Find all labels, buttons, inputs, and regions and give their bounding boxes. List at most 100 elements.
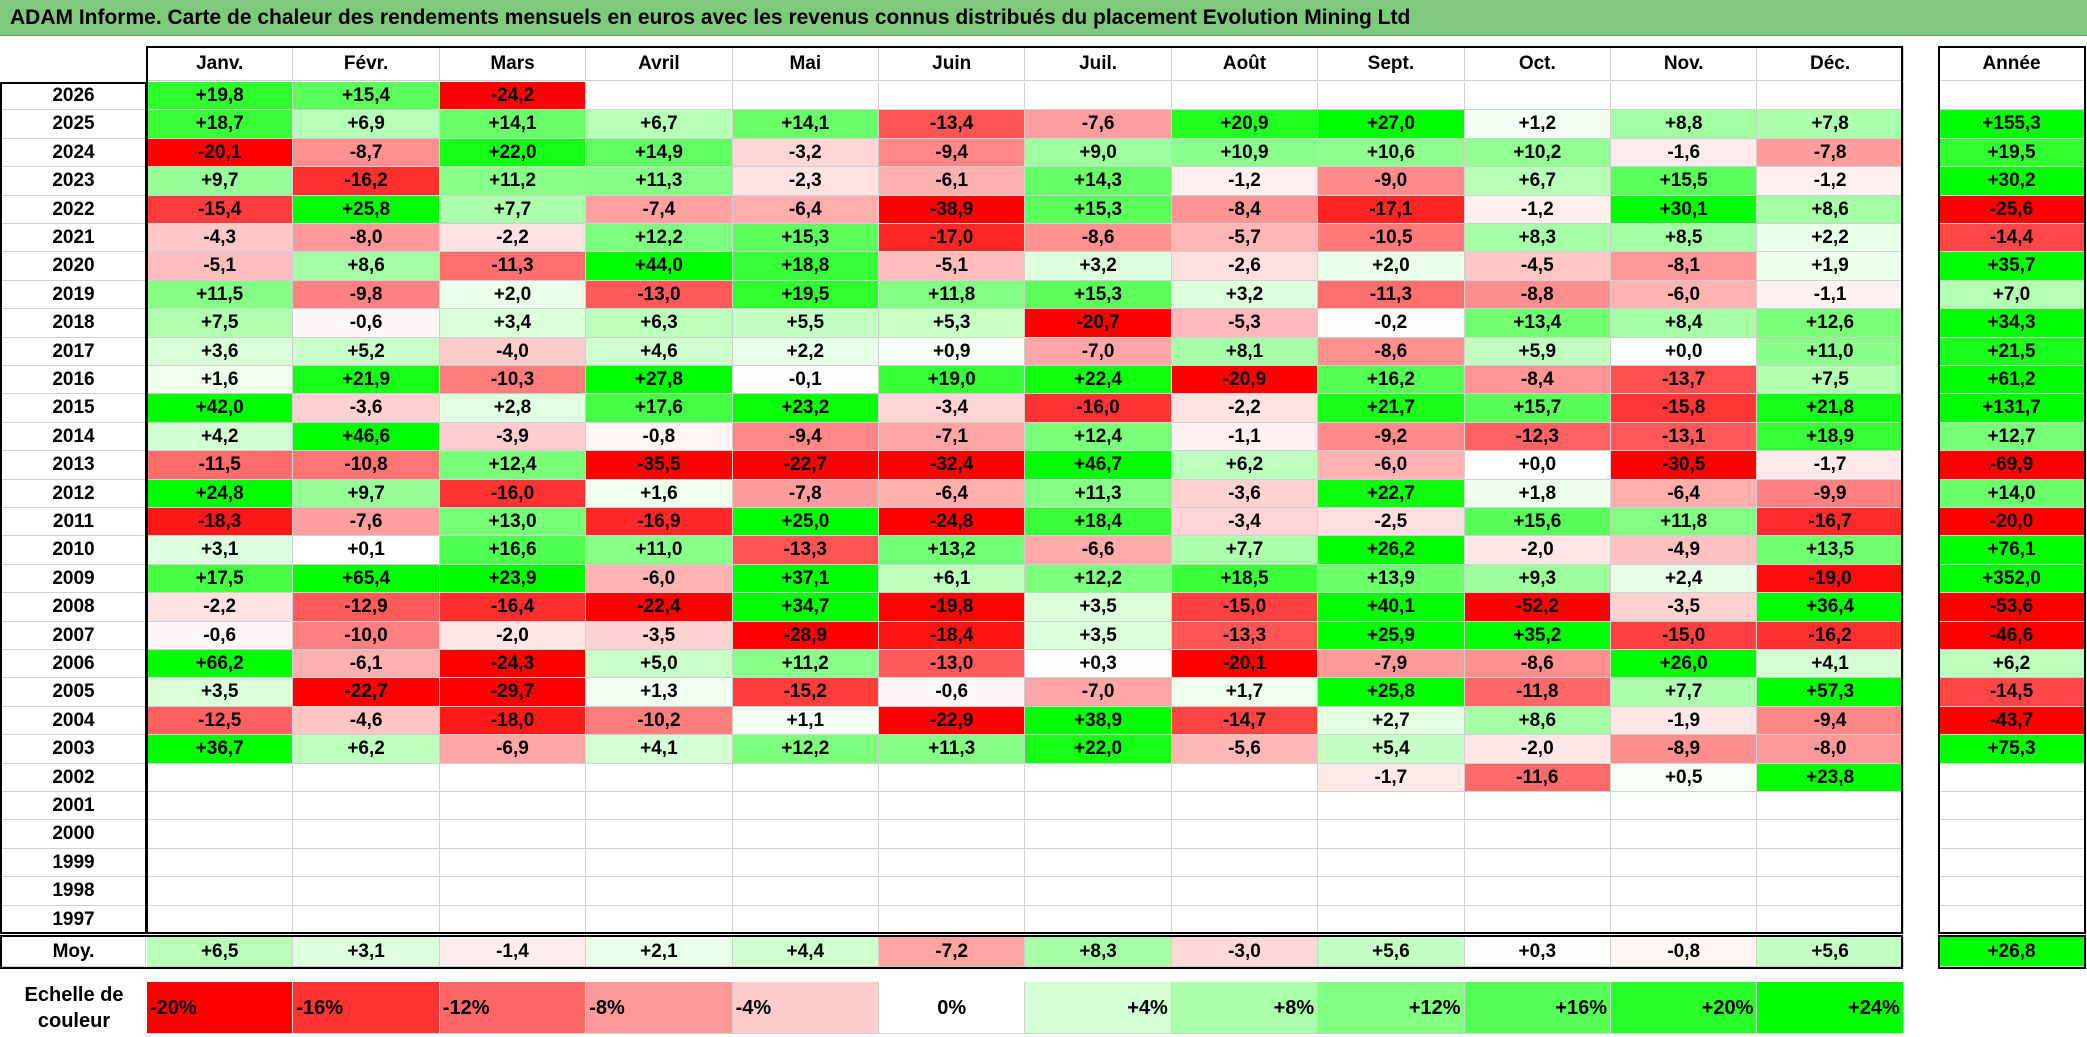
heatmap-cell bbox=[586, 820, 733, 849]
heatmap-cell: +24,8 bbox=[147, 479, 294, 508]
heatmap-cell: +7,7 bbox=[1611, 678, 1758, 707]
heatmap-cell bbox=[732, 877, 879, 906]
heatmap-cell: -1,2 bbox=[1464, 195, 1611, 224]
heatmap-cell bbox=[732, 792, 879, 821]
heatmap-cell bbox=[1025, 792, 1172, 821]
heatmap-cell: +5,5 bbox=[732, 309, 879, 338]
annual-cell: +76,1 bbox=[1939, 536, 2085, 565]
heatmap-cell: +6,1 bbox=[879, 564, 1026, 594]
heatmap-cell: +13,5 bbox=[1757, 536, 1904, 565]
heatmap-cell bbox=[439, 877, 587, 906]
heatmap-cell: -13,7 bbox=[1611, 366, 1758, 395]
heatmap-cell: -4,3 bbox=[147, 224, 294, 253]
heatmap-cell: -8,6 bbox=[1464, 650, 1611, 679]
heatmap-cell: -20,1 bbox=[147, 138, 294, 168]
heatmap-cell: -11,3 bbox=[1318, 280, 1465, 310]
year-label: 1997 bbox=[2, 905, 146, 934]
heatmap-cell bbox=[586, 763, 733, 792]
heatmap-cell: +15,3 bbox=[732, 224, 879, 253]
heatmap-cell: -9,0 bbox=[1318, 167, 1465, 196]
heatmap-cell: -20,7 bbox=[1025, 309, 1172, 338]
heatmap-cell: +3,6 bbox=[147, 337, 294, 366]
heatmap-cell: -35,5 bbox=[586, 451, 733, 480]
heatmap-cell: +8,8 bbox=[1611, 110, 1758, 139]
heatmap-cell: +13,4 bbox=[1464, 309, 1611, 338]
heatmap-cell: +11,2 bbox=[439, 167, 587, 196]
heatmap-cell bbox=[293, 848, 440, 878]
heatmap-cell bbox=[879, 82, 1026, 111]
month-header: Sept. bbox=[1318, 47, 1465, 81]
heatmap-cell bbox=[1025, 820, 1172, 849]
heatmap-cell: +15,3 bbox=[1025, 280, 1172, 310]
heatmap-cell bbox=[1025, 763, 1172, 792]
annual-cell: -20,0 bbox=[1939, 508, 2085, 537]
heatmap-cell bbox=[439, 848, 587, 878]
heatmap-cell: +5,2 bbox=[293, 337, 440, 366]
heatmap-cell: +2,8 bbox=[439, 394, 587, 423]
heatmap-cell: +27,8 bbox=[586, 366, 733, 395]
heatmap-cell: +8,6 bbox=[1757, 195, 1904, 224]
heatmap-cell: +23,2 bbox=[732, 394, 879, 423]
heatmap-cell: -2,3 bbox=[732, 167, 879, 196]
year-label: 2004 bbox=[2, 706, 146, 736]
heatmap-cell: +26,0 bbox=[1611, 650, 1758, 679]
heatmap-cell: +2,4 bbox=[1611, 564, 1758, 594]
heatmap-cell: +34,7 bbox=[732, 593, 879, 622]
heatmap-cell: -13,4 bbox=[879, 110, 1026, 139]
heatmap-cell: -28,9 bbox=[732, 621, 879, 650]
annual-cell: -69,9 bbox=[1939, 451, 2085, 480]
heatmap-cell: +6,9 bbox=[293, 110, 440, 139]
annual-cell: -46,6 bbox=[1939, 621, 2085, 650]
heatmap-cell: -22,4 bbox=[586, 593, 733, 622]
heatmap-cell: +11,0 bbox=[1757, 337, 1904, 366]
heatmap-cell: +4,6 bbox=[586, 337, 733, 366]
heatmap-cell: +1,7 bbox=[1171, 678, 1319, 707]
heatmap-cell bbox=[1611, 792, 1758, 821]
color-scale-swatch: -16% bbox=[293, 982, 440, 1034]
heatmap-cell: +18,8 bbox=[732, 252, 879, 281]
heatmap-cell: -3,9 bbox=[439, 422, 587, 452]
heatmap-cell: +7,7 bbox=[1171, 536, 1319, 565]
year-label: 1998 bbox=[2, 877, 146, 906]
heatmap-cell: -0,6 bbox=[147, 621, 294, 650]
heatmap-cell: -5,7 bbox=[1171, 224, 1319, 253]
heatmap-cell bbox=[1464, 82, 1611, 111]
heatmap-cell: +19,0 bbox=[879, 366, 1026, 395]
heatmap-cell: +7,7 bbox=[439, 195, 587, 224]
heatmap-cell: +6,2 bbox=[293, 735, 440, 764]
heatmap-cell: +66,2 bbox=[147, 650, 294, 679]
heatmap-cell bbox=[586, 792, 733, 821]
month-header: Déc. bbox=[1757, 47, 1904, 81]
heatmap-cell: +12,6 bbox=[1757, 309, 1904, 338]
heatmap-cell bbox=[1757, 82, 1904, 111]
annual-cell: +7,0 bbox=[1939, 280, 2085, 310]
heatmap-cell: +3,1 bbox=[147, 536, 294, 565]
heatmap-cell: +17,6 bbox=[586, 394, 733, 423]
heatmap-cell: -10,2 bbox=[586, 706, 733, 736]
heatmap-cell: -5,1 bbox=[879, 252, 1026, 281]
year-label: 2018 bbox=[2, 309, 146, 338]
heatmap-cell: +15,4 bbox=[293, 82, 440, 111]
annual-cell: -43,7 bbox=[1939, 706, 2085, 736]
heatmap-cell: +20,9 bbox=[1171, 110, 1319, 139]
heatmap-cell bbox=[1757, 877, 1904, 906]
year-label: 2019 bbox=[2, 280, 146, 310]
heatmap-cell: +0,3 bbox=[1025, 650, 1172, 679]
annual-cell bbox=[1939, 792, 2085, 821]
average-cell: -0,8 bbox=[1611, 937, 1758, 967]
annual-cell bbox=[1939, 877, 2085, 906]
heatmap-cell: +6,2 bbox=[1171, 451, 1319, 480]
heatmap-cell: +7,5 bbox=[147, 309, 294, 338]
average-cell: +0,3 bbox=[1464, 937, 1611, 967]
heatmap-cell bbox=[1757, 820, 1904, 849]
heatmap-cell: -6,4 bbox=[879, 479, 1026, 508]
heatmap-cell: +44,0 bbox=[586, 252, 733, 281]
heatmap-cell bbox=[147, 792, 294, 821]
heatmap-cell: -2,2 bbox=[439, 224, 587, 253]
heatmap-cell bbox=[1757, 905, 1904, 934]
heatmap-cell bbox=[1757, 792, 1904, 821]
heatmap-cell: +0,0 bbox=[1464, 451, 1611, 480]
heatmap-cell bbox=[1757, 848, 1904, 878]
average-cell: +2,1 bbox=[586, 937, 733, 967]
heatmap-cell: +1,3 bbox=[586, 678, 733, 707]
